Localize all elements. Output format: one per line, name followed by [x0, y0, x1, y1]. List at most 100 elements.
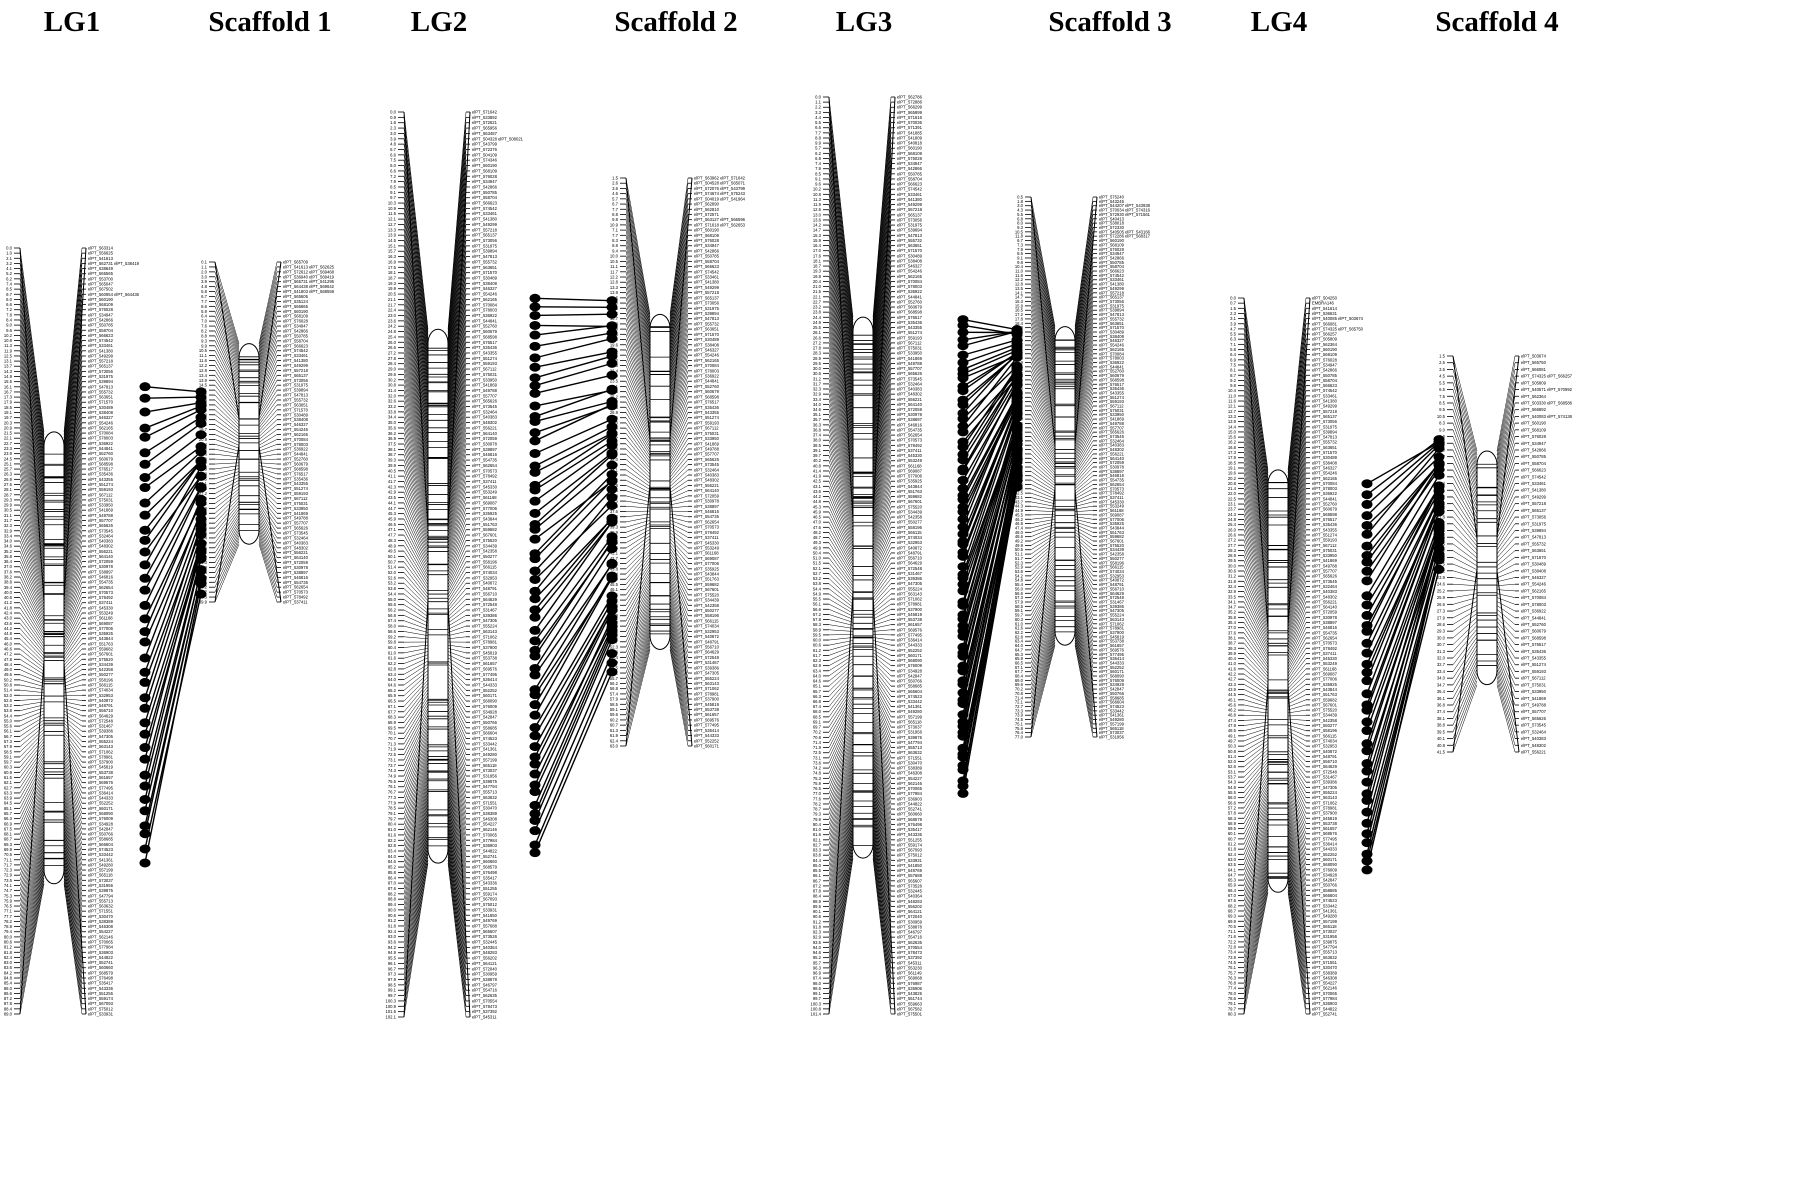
lg2-leader-right — [447, 320, 467, 453]
lg1-leader-right — [63, 628, 83, 657]
lg2-leader-right — [447, 771, 467, 862]
lg2-position-label: 96.1 — [388, 961, 397, 966]
link-dot-lg — [529, 461, 541, 471]
scaffold2-leader-right — [669, 550, 689, 580]
scaffold2-leader-left — [625, 581, 651, 632]
lg2-leader-left — [403, 427, 429, 516]
lg2-position-label: 82.8 — [388, 843, 397, 848]
lg3-marker-label: elPT_573526 — [897, 883, 923, 888]
lg1-leader-right — [63, 566, 83, 620]
scaffold3-leader-right — [1074, 231, 1094, 348]
scaffold2-leader-left — [625, 454, 651, 478]
lg2-leader-right — [447, 636, 467, 640]
lg3-marker-label: elPT_578981 — [897, 602, 923, 607]
synteny-link — [534, 548, 613, 669]
lg1-leader-right — [63, 816, 83, 901]
lg3-position-label: 45.9 — [813, 509, 822, 514]
lg3-leader-left — [828, 424, 854, 511]
lg3-marker-label: elPT_562786 — [897, 95, 923, 100]
lg2-leader-left — [403, 534, 429, 579]
lg3-marker-label: elPT_541809 — [897, 135, 923, 140]
lg3-position-label: 100.3 — [811, 1001, 822, 1006]
lg2-marker-label: elPT_532464 — [472, 409, 498, 414]
scaffold2-leader-right — [669, 224, 689, 343]
scaffold3-leader-right — [1074, 305, 1094, 391]
lg2-position-label: 74.9 — [388, 774, 397, 779]
lg3-marker-label: elPT_546797 — [897, 930, 923, 935]
lg1-leader-right — [63, 633, 83, 660]
lg1-position-label: 78.8 — [4, 924, 13, 929]
lg3-leader-right — [872, 593, 892, 611]
scaffold3-leader-left — [1030, 318, 1056, 399]
lg3-leader-left — [828, 301, 854, 439]
scaffold2-leader-left — [625, 360, 651, 423]
lg3-title: LG3 — [835, 6, 893, 38]
lg2-leader-left — [403, 476, 429, 545]
lg2-position-label: 40.5 — [388, 468, 397, 473]
lg1-leader-right — [63, 648, 83, 669]
scaffold1-leader-left — [214, 291, 240, 362]
lg1-leader-left — [19, 871, 45, 994]
lg1-position-label: 33.4 — [4, 533, 13, 538]
scaffold1-leader-left — [214, 271, 240, 350]
lg1-leader-right — [63, 829, 83, 922]
lg2-leader-left — [403, 850, 429, 996]
scaffold2-leader-right — [669, 381, 689, 435]
lg1-leader-left — [19, 294, 45, 460]
scaffold2-marker-label: elPT_534439 — [694, 598, 720, 603]
lg3-marker-label: elPT_542847 — [897, 673, 923, 678]
lg3-position-label: 40.2 — [813, 458, 822, 463]
scaffold2-leader-left — [625, 544, 651, 570]
scaffold1-leader-right — [258, 409, 278, 431]
scaffold2-leader-left — [625, 282, 651, 376]
scaffold2-leader-left — [625, 261, 651, 364]
scaffold1-leader-left — [214, 345, 240, 394]
lg2-marker-label: elPT_543844 — [472, 516, 498, 521]
scaffold2-marker-label: elPT_562165 — [694, 358, 720, 363]
lg3-marker-label: elPT_556202 — [897, 904, 923, 909]
synteny-link — [144, 409, 202, 438]
scaffold1-marker-label: elPT_565709 — [283, 260, 309, 265]
lg2-leader-right — [447, 299, 467, 440]
lg3-marker-label: elPT_559663 — [897, 1001, 923, 1006]
scaffold1-leader-right — [258, 321, 278, 379]
lg2-marker-label: elPT_532953 — [472, 575, 498, 580]
lg3-position-label: 70.2 — [813, 730, 822, 735]
lg1-leader-right — [63, 813, 83, 896]
lg3-leader-left — [828, 245, 854, 405]
scaffold2-marker-label: elPT_504528 elPT_565071 — [694, 181, 746, 186]
link-dot-lg — [529, 651, 541, 661]
lg3-leader-right — [872, 281, 892, 426]
lg2-leader-right — [447, 524, 467, 573]
lg1-marker-label: elPT_570065 — [88, 940, 114, 945]
scaffold2-marker-label: elPT_570084 — [694, 363, 720, 368]
lg1-marker-label: elPT_539875 — [88, 888, 114, 893]
lg2-leader-right — [447, 834, 467, 969]
lg3-marker-label: elPT_573056 — [897, 217, 923, 222]
scaffold1-leader-left — [214, 520, 240, 563]
lg2-marker-label: elPT_557199 — [472, 757, 498, 762]
synteny-link — [534, 464, 613, 530]
scaffold1-marker-label: elPT_554246 — [283, 427, 309, 432]
lg3-leader-left — [828, 845, 854, 994]
scaffold2-leader-left — [625, 370, 651, 429]
lg3-position-label: 90.1 — [813, 909, 822, 914]
lg3-position-label: 79.3 — [813, 812, 822, 817]
lg3-leader-right — [872, 740, 892, 815]
scaffold2-marker-label: elPT_532953 — [694, 629, 720, 634]
lg3-leader-left — [828, 327, 854, 454]
lg3-position-label: 68.0 — [813, 709, 822, 714]
lg1-leader-right — [63, 847, 83, 953]
scaffold3-leader-left — [1030, 244, 1056, 355]
lg3-position-label: 98.6 — [813, 986, 822, 991]
lg1-leader-left — [19, 283, 45, 454]
scaffold1-marker-label: elPT_560190 — [283, 309, 309, 314]
lg2-position-label: 18.1 — [388, 270, 397, 275]
lg2-leader-right — [447, 245, 467, 409]
synteny-link — [144, 422, 202, 465]
lg2-position-label: 81.0 — [388, 827, 397, 832]
scaffold1-leader-left — [214, 340, 240, 391]
lg1-leader-left — [19, 633, 45, 660]
lg1-marker-label: elPT_551763 — [88, 641, 114, 646]
lg2-leader-right — [447, 165, 467, 361]
